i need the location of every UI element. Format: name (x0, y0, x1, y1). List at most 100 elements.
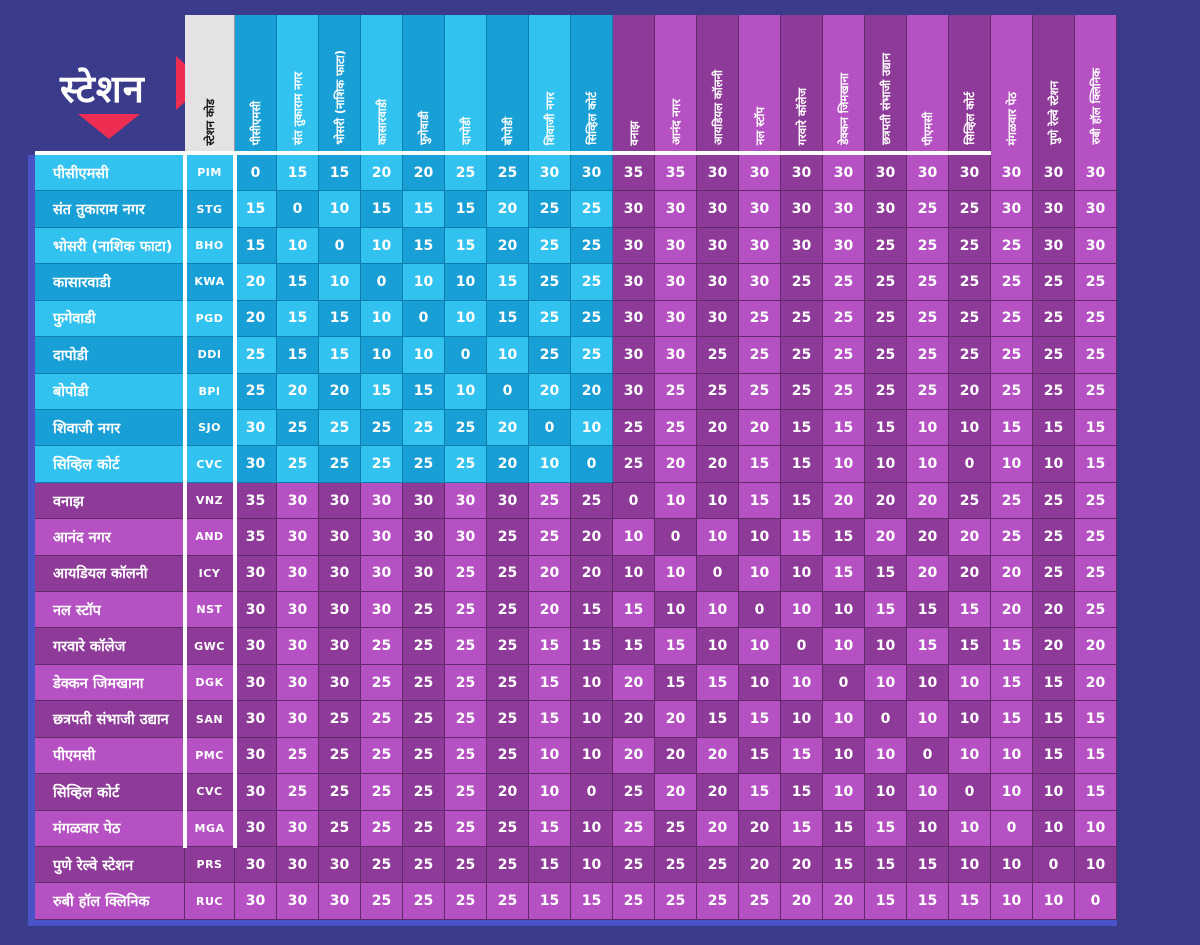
fare-cell: 10 (361, 300, 403, 338)
station-column-header: वनाझ (613, 15, 655, 155)
station-column-header: रुबी हॉल क्लिनिक (1075, 15, 1117, 155)
fare-cell: 10 (991, 737, 1033, 775)
station-column-header: गरवारे कॉलेज (781, 15, 823, 155)
station-name-cell: नल स्टॉप (35, 592, 185, 629)
fare-cell: 25 (361, 664, 403, 702)
fare-cell: 10 (697, 592, 739, 629)
fare-cell: 25 (655, 409, 697, 447)
fare-cell: 25 (403, 737, 445, 775)
fare-cell: 30 (655, 300, 697, 338)
fare-cell: 0 (1075, 883, 1117, 920)
code-column-separator (233, 155, 237, 848)
fare-cell: 15 (949, 883, 991, 920)
fare-cell: 0 (865, 701, 907, 738)
fare-cell: 20 (991, 592, 1033, 629)
fare-cell: 30 (277, 628, 319, 665)
station-name-cell: भोसरी (नाशिक फाटा) (35, 227, 185, 265)
station-name-cell: सिव्हिल कोर्ट (35, 774, 185, 811)
fare-cell: 30 (697, 155, 739, 192)
fare-cell: 25 (361, 737, 403, 775)
fare-cell: 0 (655, 519, 697, 556)
fare-cell: 25 (277, 409, 319, 447)
fare-cell: 15 (571, 592, 613, 629)
fare-cell: 10 (739, 664, 781, 702)
fare-cell: 20 (991, 555, 1033, 593)
fare-cell: 30 (361, 555, 403, 593)
fare-cell: 15 (1075, 774, 1117, 811)
fare-cell: 15 (529, 628, 571, 665)
fare-cell: 25 (781, 300, 823, 338)
fare-cell: 0 (319, 227, 361, 265)
fare-cell: 10 (949, 664, 991, 702)
fare-cell: 15 (739, 446, 781, 483)
fare-cell: 25 (529, 191, 571, 228)
fare-cell: 30 (235, 810, 277, 848)
fare-cell: 0 (949, 446, 991, 483)
fare-cell: 15 (907, 847, 949, 884)
fare-cell: 25 (571, 300, 613, 338)
fare-cell: 10 (1075, 810, 1117, 848)
fare-cell: 30 (235, 409, 277, 447)
fare-cell: 10 (571, 847, 613, 884)
fare-cell: 20 (1033, 592, 1075, 629)
fare-cell: 10 (1033, 810, 1075, 848)
fare-cell: 30 (319, 555, 361, 593)
fare-cell: 15 (319, 155, 361, 192)
fare-cell: 25 (487, 519, 529, 556)
fare-cell: 30 (235, 446, 277, 483)
station-name-cell: दापोडी (35, 337, 185, 374)
fare-cell: 10 (991, 774, 1033, 811)
fare-cell: 15 (991, 628, 1033, 665)
station-code-cell: CVC (185, 774, 235, 811)
fare-cell: 25 (403, 664, 445, 702)
fare-cell: 10 (823, 774, 865, 811)
fare-cell: 30 (319, 847, 361, 884)
fare-cell: 30 (1075, 155, 1117, 192)
fare-cell: 30 (319, 482, 361, 520)
fare-cell: 25 (277, 774, 319, 811)
fare-cell: 15 (529, 664, 571, 702)
station-column-header: भोसरी (नाशिक फाटा) (319, 15, 361, 155)
fare-cell: 10 (697, 628, 739, 665)
fare-cell: 25 (1033, 337, 1075, 374)
fare-cell: 25 (487, 737, 529, 775)
fare-cell: 10 (823, 737, 865, 775)
station-name-cell: वनाझ (35, 482, 185, 520)
fare-cell: 0 (529, 409, 571, 447)
fare-cell: 15 (529, 810, 571, 848)
fare-cell: 15 (277, 300, 319, 338)
header-underline (35, 151, 991, 155)
fare-cell: 25 (361, 446, 403, 483)
station-name-cell: सिव्हिल कोर्ट (35, 446, 185, 483)
fare-cell: 20 (571, 555, 613, 593)
fare-cell: 25 (991, 264, 1033, 301)
fare-cell: 20 (739, 810, 781, 848)
fare-cell: 25 (403, 592, 445, 629)
fare-cell: 25 (655, 373, 697, 410)
fare-cell: 15 (277, 155, 319, 192)
fare-cell: 25 (235, 373, 277, 410)
fare-cell: 25 (655, 883, 697, 920)
fare-cell: 15 (1033, 737, 1075, 775)
fare-cell: 20 (529, 555, 571, 593)
fare-cell: 10 (865, 446, 907, 483)
fare-cell: 25 (403, 446, 445, 483)
fare-cell: 0 (235, 155, 277, 192)
station-name-cell: रुबी हॉल क्लिनिक (35, 883, 185, 920)
fare-cell: 25 (403, 409, 445, 447)
fare-cell: 30 (655, 227, 697, 265)
fare-cell: 30 (613, 300, 655, 338)
station-name-cell: पीसीएमसी (35, 155, 185, 192)
fare-cell: 25 (319, 774, 361, 811)
fare-cell: 25 (361, 810, 403, 848)
fare-cell: 15 (529, 847, 571, 884)
fare-cell: 20 (487, 446, 529, 483)
fare-cell: 10 (571, 810, 613, 848)
fare-cell: 30 (865, 191, 907, 228)
fare-cell: 25 (445, 883, 487, 920)
fare-cell: 25 (403, 883, 445, 920)
fare-cell: 25 (571, 482, 613, 520)
station-code-cell: SAN (185, 701, 235, 738)
fare-cell: 25 (823, 337, 865, 374)
station-column-header: पीसीएमसी (235, 15, 277, 155)
